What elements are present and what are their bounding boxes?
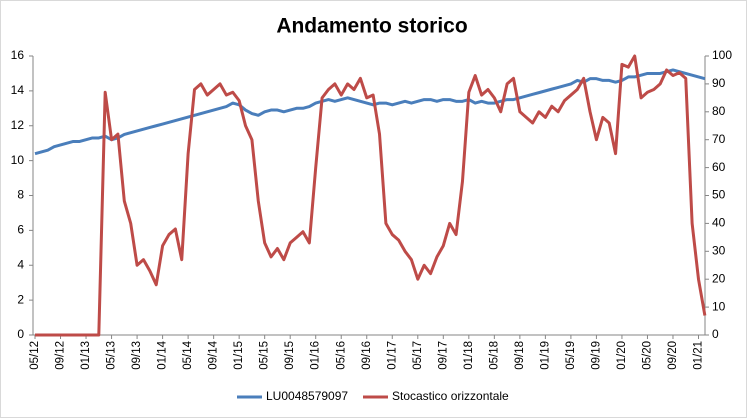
x-tick-label: 01/14 xyxy=(157,340,169,369)
y2-tick-label: 20 xyxy=(712,271,726,285)
x-tick-label: 01/19 xyxy=(539,341,551,370)
y2-tick-label: 50 xyxy=(712,188,726,202)
legend-label: Stocastico orizzontale xyxy=(392,389,509,403)
x-tick-label: 09/18 xyxy=(514,341,526,370)
y2-tick-label: 100 xyxy=(712,48,732,62)
y2-tick-label: 0 xyxy=(712,327,719,341)
x-tick-label: 09/15 xyxy=(284,341,296,370)
x-tick-label: 05/19 xyxy=(565,341,577,370)
x-tick-label: 09/17 xyxy=(437,341,449,370)
y-tick-label: 10 xyxy=(11,153,25,167)
x-tick-label: 01/13 xyxy=(80,341,92,370)
y-tick-label: 6 xyxy=(17,223,24,237)
x-tick-label: 05/12 xyxy=(29,341,41,370)
y2-tick-label: 40 xyxy=(712,216,726,230)
y-tick-label: 14 xyxy=(11,83,25,97)
series-line xyxy=(34,68,706,156)
x-tick-label: 09/14 xyxy=(208,340,220,369)
legend-label: LU0048579097 xyxy=(266,389,348,403)
y2-tick-label: 90 xyxy=(712,76,726,90)
chart-title: Andamento storico xyxy=(276,15,467,38)
x-tick-label: 01/17 xyxy=(386,341,398,370)
y2-tick-label: 10 xyxy=(712,299,726,313)
y2-tick-label: 30 xyxy=(712,243,726,257)
x-tick-label: 09/13 xyxy=(131,341,143,370)
x-tick-label: 05/20 xyxy=(641,341,653,370)
series-line xyxy=(35,54,707,337)
x-tick-label: 05/14 xyxy=(182,340,194,369)
y-tick-label: 0 xyxy=(17,327,24,341)
x-tick-label: 09/16 xyxy=(361,341,373,370)
x-tick-label: 05/13 xyxy=(106,341,118,370)
y2-tick-label: 80 xyxy=(712,104,726,118)
y-tick-label: 2 xyxy=(17,292,24,306)
y2-tick-label: 70 xyxy=(712,132,726,146)
x-tick-label: 01/21 xyxy=(693,341,705,370)
x-tick-label: 09/12 xyxy=(55,341,67,370)
x-tick-label: 01/20 xyxy=(616,341,628,370)
x-tick-label: 01/15 xyxy=(233,341,245,370)
y-tick-label: 12 xyxy=(11,118,25,132)
x-tick-label: 05/17 xyxy=(412,341,424,370)
x-tick-label: 05/16 xyxy=(335,341,347,370)
x-tick-label: 05/15 xyxy=(259,341,271,370)
x-tick-label: 01/16 xyxy=(310,341,322,370)
x-tick-label: 01/18 xyxy=(463,341,475,370)
x-tick-label: 09/20 xyxy=(667,341,679,370)
y-tick-label: 8 xyxy=(17,188,24,202)
y-tick-label: 4 xyxy=(17,257,24,271)
x-tick-label: 09/19 xyxy=(590,341,602,370)
x-tick-label: 05/18 xyxy=(488,341,500,370)
y2-tick-label: 60 xyxy=(712,160,726,174)
y-tick-label: 16 xyxy=(11,48,25,62)
